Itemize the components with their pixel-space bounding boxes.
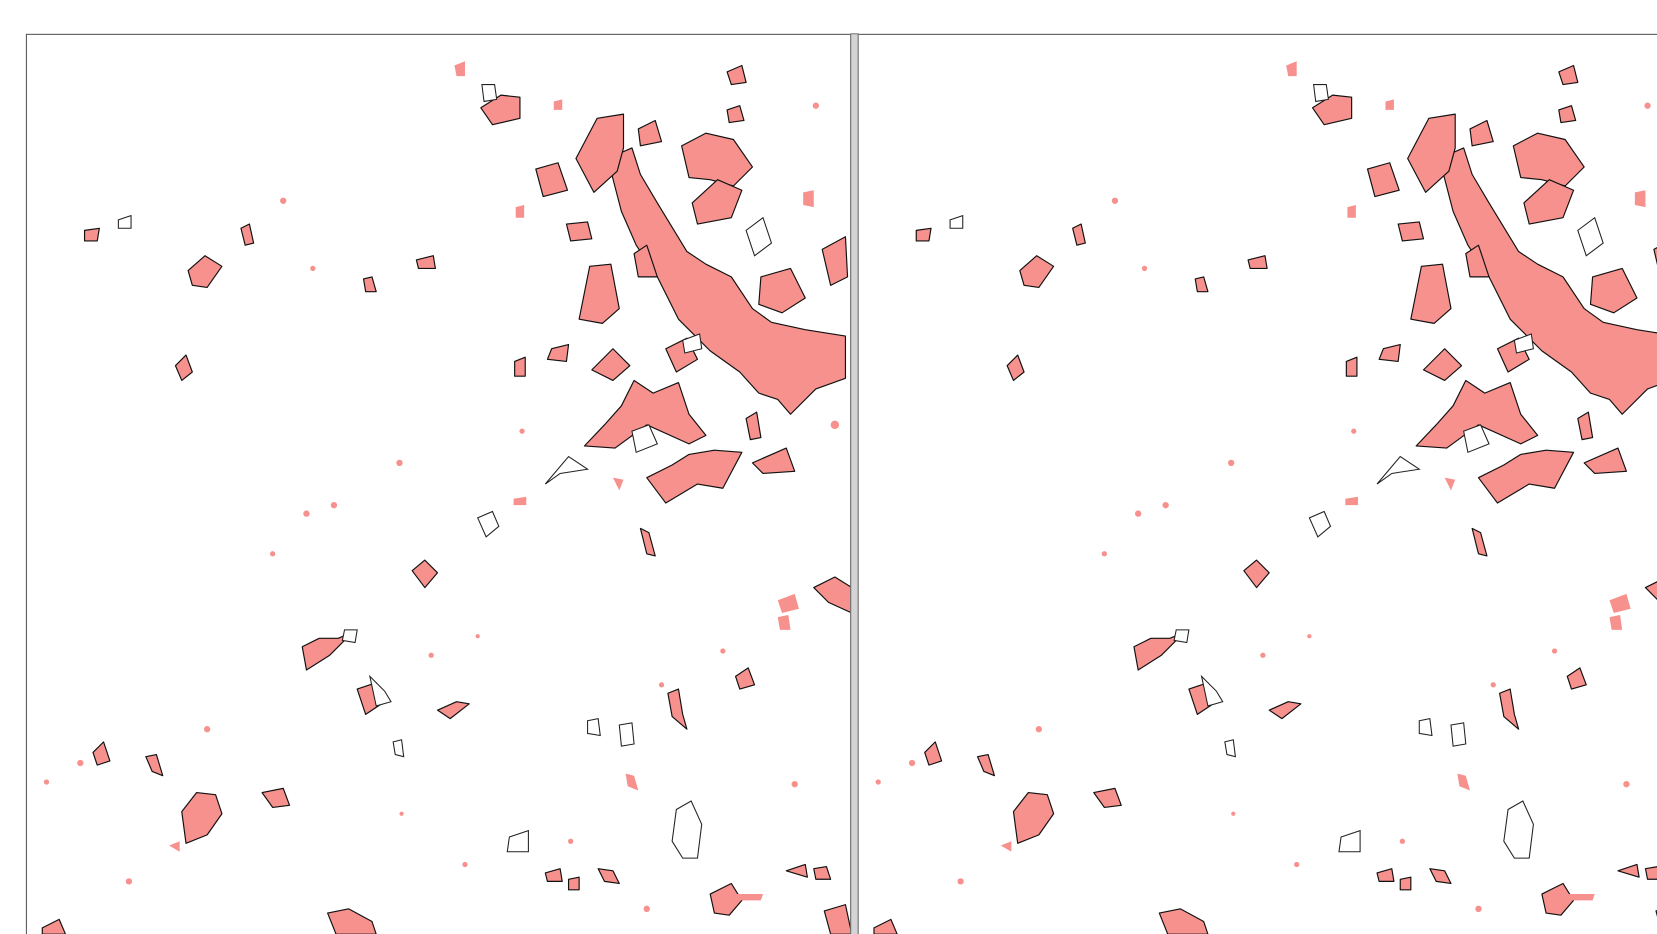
map-views: [25, 33, 1657, 934]
splitter[interactable]: [850, 33, 859, 934]
